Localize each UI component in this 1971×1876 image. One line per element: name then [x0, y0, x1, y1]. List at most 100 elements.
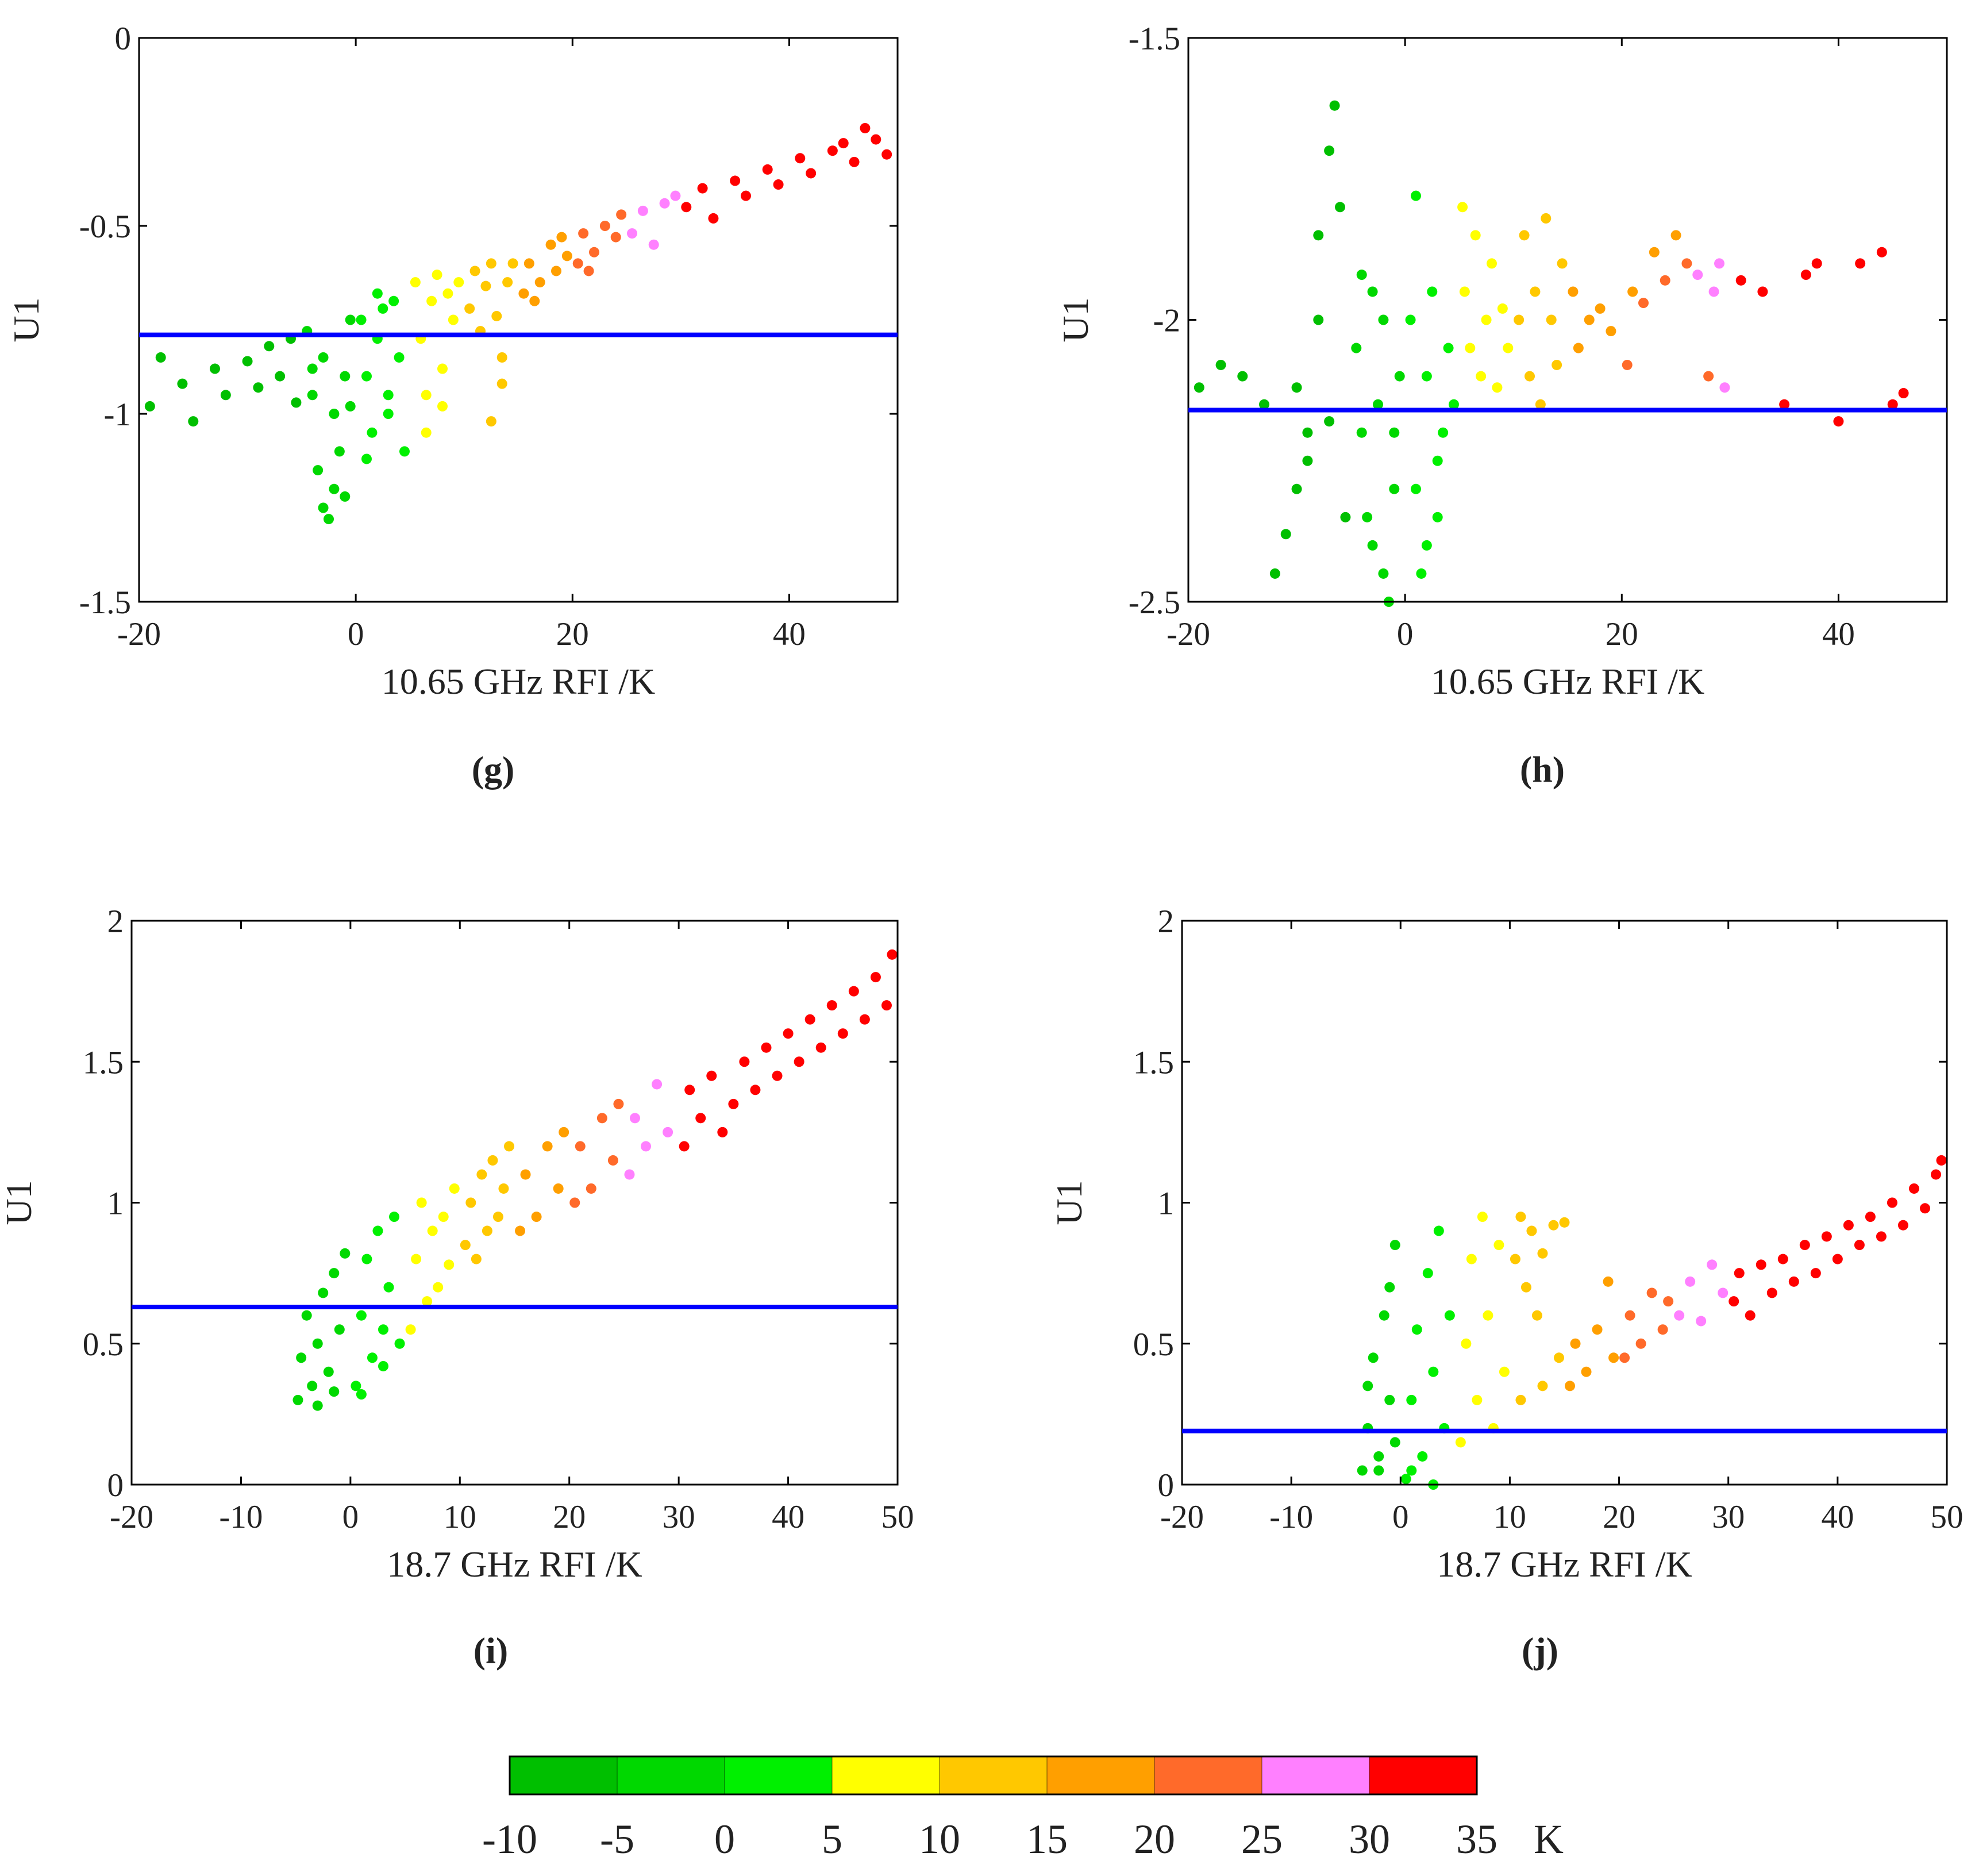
point: [155, 352, 166, 363]
point: [480, 280, 491, 291]
point: [1367, 286, 1378, 297]
point: [545, 239, 556, 250]
point: [1854, 1240, 1865, 1251]
point: [1537, 1248, 1548, 1259]
point: [1531, 1310, 1542, 1321]
point: [1356, 427, 1367, 438]
x-tick-label: -20: [1167, 616, 1210, 652]
point: [471, 1254, 482, 1264]
point: [1708, 286, 1719, 297]
point: [1379, 1310, 1389, 1321]
point: [1477, 1212, 1488, 1223]
point: [210, 363, 220, 374]
point: [1492, 382, 1503, 393]
point: [1627, 286, 1638, 297]
point: [1421, 371, 1432, 382]
point: [1756, 1259, 1766, 1270]
x-axis-label: 18.7 GHz RFI /K: [1437, 1544, 1692, 1585]
point: [1466, 1254, 1477, 1264]
point: [708, 213, 719, 224]
point: [329, 483, 340, 494]
point: [1427, 286, 1438, 297]
y-tick-label: 1.5: [83, 1044, 124, 1081]
point: [351, 1381, 361, 1391]
point: [334, 446, 345, 457]
point: [1378, 568, 1389, 579]
point: [1476, 371, 1487, 382]
point: [1510, 1254, 1520, 1264]
point: [496, 378, 507, 389]
y-tick-label: -2: [1153, 303, 1180, 339]
point: [1417, 1451, 1428, 1462]
point: [437, 401, 448, 412]
point: [361, 1254, 372, 1264]
y-tick-label: 2: [1158, 904, 1175, 940]
point: [1389, 483, 1400, 494]
point: [372, 288, 383, 299]
colorbar-segment: [940, 1756, 1047, 1794]
point: [1335, 202, 1345, 213]
point: [1457, 202, 1468, 213]
point: [624, 1169, 635, 1180]
point: [378, 1324, 388, 1335]
x-tick-label: 10: [1493, 1499, 1526, 1535]
point: [871, 134, 881, 145]
point: [1779, 399, 1790, 410]
point: [518, 288, 529, 299]
point: [307, 390, 318, 401]
point: [1757, 286, 1768, 297]
point: [1777, 1254, 1788, 1264]
y-tick-label: 0: [107, 1467, 124, 1504]
point: [534, 277, 545, 288]
point: [697, 183, 708, 194]
point: [1719, 382, 1730, 393]
point: [542, 1141, 553, 1152]
point: [1433, 1225, 1444, 1236]
point: [486, 416, 496, 427]
point: [492, 1212, 503, 1223]
axes-frame: [1181, 920, 1948, 1486]
panel-label: (j): [1522, 1630, 1558, 1671]
point: [1718, 1287, 1729, 1298]
point: [313, 465, 324, 476]
point: [1465, 343, 1476, 353]
point: [1421, 540, 1432, 551]
point: [887, 949, 898, 960]
point: [706, 1070, 717, 1081]
point: [491, 310, 502, 321]
point: [1432, 512, 1443, 522]
point: [627, 228, 637, 239]
point: [1660, 275, 1670, 286]
point: [1638, 298, 1649, 309]
point: [1443, 343, 1454, 353]
point: [750, 1085, 761, 1095]
x-tick-label: -20: [117, 616, 161, 652]
point: [1497, 303, 1508, 314]
point: [389, 1212, 400, 1223]
point: [531, 1212, 542, 1223]
point: [372, 1225, 383, 1236]
x-tick-label: -20: [1160, 1499, 1204, 1535]
point: [515, 1225, 526, 1236]
point: [1373, 399, 1383, 410]
point: [596, 1113, 607, 1124]
point: [1548, 1220, 1559, 1231]
point: [1499, 1366, 1510, 1377]
point: [361, 453, 372, 464]
point: [1530, 286, 1541, 297]
point: [1810, 1268, 1821, 1279]
point: [1865, 1212, 1876, 1223]
point: [773, 179, 784, 190]
point: [312, 1400, 323, 1411]
point: [361, 371, 372, 382]
colorbar-label: 0: [714, 1816, 735, 1862]
point: [1876, 1231, 1887, 1242]
point: [1503, 343, 1514, 353]
colorbar-label: -10: [482, 1816, 537, 1862]
x-tick-label: 20: [556, 616, 589, 652]
point: [442, 288, 453, 299]
point: [652, 1079, 663, 1090]
point: [383, 1282, 394, 1293]
y-axis-label: U1: [1049, 1180, 1090, 1225]
